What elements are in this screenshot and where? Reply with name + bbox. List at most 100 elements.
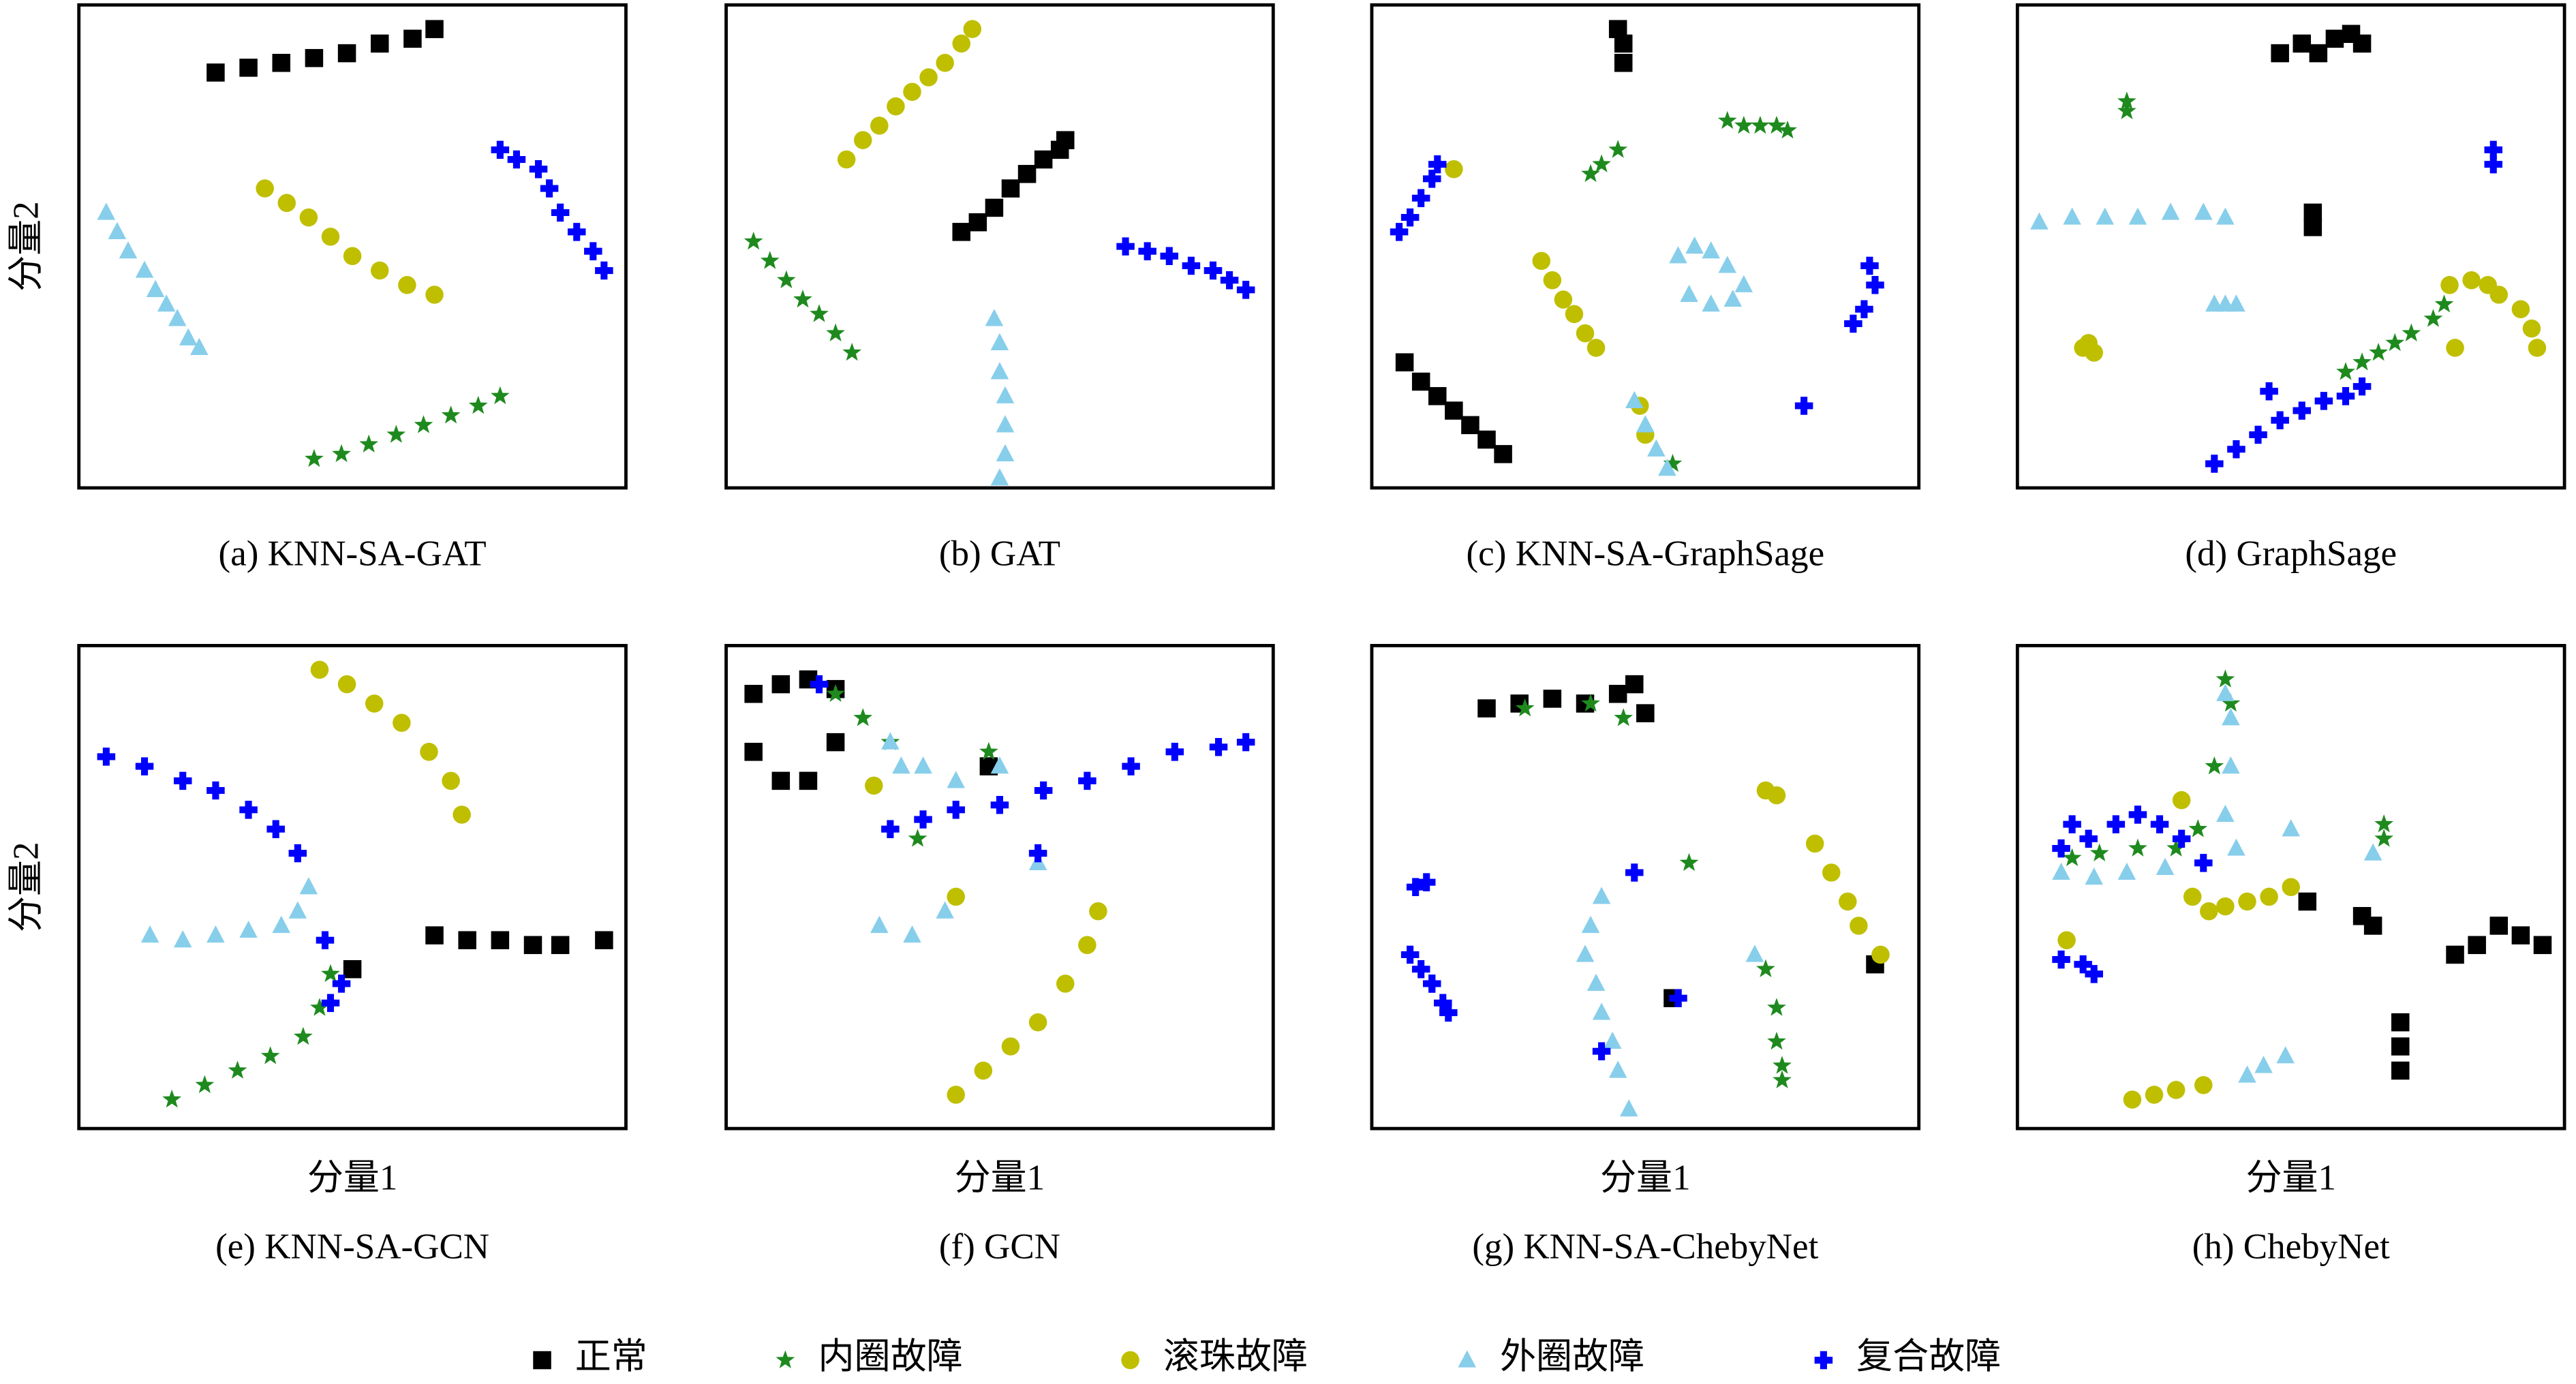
plot-frame bbox=[1370, 643, 1921, 1131]
marker-star bbox=[1663, 453, 1683, 472]
marker-square bbox=[1543, 690, 1562, 708]
marker-star bbox=[2215, 669, 2235, 688]
marker-square bbox=[458, 931, 476, 949]
subplot-caption: (f) GCN bbox=[939, 1227, 1060, 1267]
marker-star bbox=[294, 1026, 313, 1045]
subplot-caption: (g) KNN-SA-ChebyNet bbox=[1472, 1227, 1818, 1267]
marker-plus bbox=[1400, 208, 1420, 227]
marker-star bbox=[2062, 848, 2082, 867]
marker-triangle bbox=[1685, 236, 1704, 254]
marker-square bbox=[2303, 203, 2322, 222]
y-axis-label: 分量2 bbox=[7, 842, 46, 932]
marker-square bbox=[305, 48, 324, 67]
marker-circle bbox=[2489, 286, 2509, 304]
marker-square bbox=[1461, 416, 1479, 435]
marker-star bbox=[2117, 91, 2136, 110]
legend-marker bbox=[1814, 1351, 1833, 1370]
marker-circle bbox=[442, 771, 460, 790]
marker-star bbox=[2374, 814, 2394, 833]
marker-plus bbox=[1866, 276, 1884, 294]
marker-circle bbox=[1576, 324, 1595, 343]
marker-square bbox=[826, 733, 845, 752]
marker-plus bbox=[810, 675, 829, 694]
marker-plus bbox=[1182, 256, 1201, 275]
marker-triangle bbox=[996, 386, 1015, 403]
marker-plus bbox=[881, 820, 900, 838]
marker-circle bbox=[321, 228, 340, 246]
legend-marker bbox=[776, 1350, 795, 1368]
marker-triangle bbox=[2156, 857, 2175, 876]
marker-star bbox=[793, 289, 812, 308]
marker-plus bbox=[1794, 397, 1813, 415]
marker-plus bbox=[1855, 300, 1873, 318]
marker-star bbox=[1773, 1056, 1792, 1074]
marker-plus bbox=[1422, 170, 1441, 188]
legend-label: 复合故障 bbox=[1856, 1337, 2001, 1377]
marker-square bbox=[744, 685, 763, 703]
marker-circle bbox=[1028, 1013, 1047, 1032]
marker-plus bbox=[584, 242, 602, 260]
marker-plus bbox=[1160, 247, 1179, 266]
marker-star bbox=[305, 448, 324, 467]
marker-triangle bbox=[1680, 284, 1698, 303]
marker-plus bbox=[2074, 955, 2092, 974]
marker-plus bbox=[2336, 387, 2355, 405]
marker-plus bbox=[1400, 945, 1420, 964]
marker-circle bbox=[1089, 902, 1107, 921]
marker-triangle bbox=[2216, 207, 2235, 225]
marker-circle bbox=[936, 54, 954, 72]
marker-square bbox=[2271, 44, 2289, 63]
marker-circle bbox=[2260, 887, 2278, 906]
marker-star bbox=[1515, 698, 1535, 717]
marker-square bbox=[1445, 401, 1463, 420]
marker-star bbox=[332, 444, 351, 463]
marker-triangle bbox=[119, 241, 138, 259]
plot-frame bbox=[77, 643, 628, 1131]
marker-triangle bbox=[996, 444, 1015, 461]
marker-star bbox=[310, 998, 329, 1016]
plot-frame bbox=[2015, 643, 2566, 1131]
marker-plus bbox=[1411, 189, 1430, 207]
marker-plus bbox=[321, 994, 340, 1013]
marker-circle bbox=[2446, 339, 2464, 357]
marker-triangle bbox=[272, 915, 291, 934]
marker-plus bbox=[2150, 815, 2169, 833]
marker-plus bbox=[97, 748, 116, 766]
marker-plus bbox=[1028, 844, 1047, 863]
plot-frame bbox=[724, 643, 1275, 1131]
marker-plus bbox=[2260, 382, 2278, 401]
marker-circle bbox=[1543, 271, 1562, 290]
marker-plus bbox=[1844, 314, 1862, 333]
marker-triangle bbox=[2052, 862, 2070, 880]
marker-star bbox=[228, 1060, 247, 1079]
marker-square bbox=[2489, 917, 2509, 935]
marker-circle bbox=[887, 97, 905, 116]
marker-plus bbox=[2484, 155, 2503, 174]
marker-square bbox=[2468, 936, 2486, 955]
marker-circle bbox=[870, 117, 889, 135]
marker-star bbox=[2369, 342, 2389, 361]
marker-plus bbox=[1406, 878, 1425, 897]
marker-square bbox=[370, 34, 389, 53]
marker-triangle bbox=[2222, 708, 2240, 726]
marker-triangle bbox=[1592, 887, 1611, 904]
marker-circle bbox=[974, 1061, 993, 1080]
marker-circle bbox=[1078, 936, 1097, 955]
marker-plus bbox=[266, 820, 285, 838]
marker-circle bbox=[919, 68, 938, 87]
marker-square bbox=[2325, 29, 2344, 48]
marker-star bbox=[1773, 1070, 1792, 1089]
marker-triangle bbox=[990, 468, 1009, 486]
marker-square bbox=[425, 926, 444, 944]
marker-plus bbox=[2079, 829, 2098, 848]
plot-frame bbox=[724, 3, 1275, 490]
marker-circle bbox=[2183, 887, 2202, 906]
marker-star bbox=[2434, 294, 2454, 313]
marker-triangle bbox=[990, 756, 1009, 774]
marker-plus bbox=[1592, 1042, 1611, 1060]
marker-plus bbox=[491, 140, 510, 159]
marker-plus bbox=[332, 974, 351, 993]
marker-plus bbox=[1236, 733, 1255, 752]
marker-circle bbox=[1001, 1037, 1020, 1056]
marker-triangle bbox=[2030, 212, 2049, 230]
